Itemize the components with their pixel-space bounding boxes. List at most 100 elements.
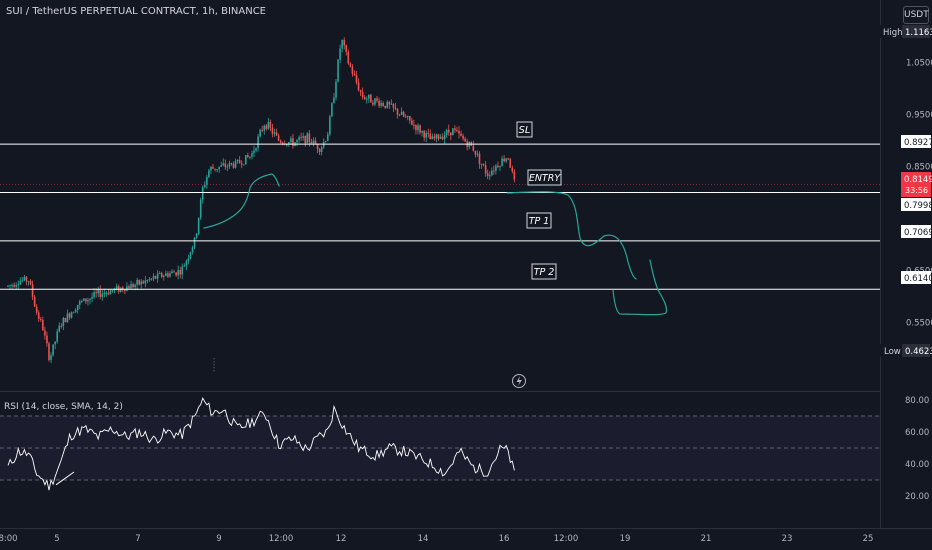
- candle-body: [72, 312, 75, 314]
- entry-annotation[interactable]: ENTRY: [527, 169, 562, 186]
- projection-curve-main: [506, 191, 637, 280]
- candle-body: [240, 163, 243, 165]
- candle-body: [333, 97, 335, 104]
- candle-body: [308, 133, 311, 142]
- candle-body: [74, 310, 77, 313]
- candle-body: [452, 128, 454, 136]
- high-label: High 1.1163: [880, 25, 932, 38]
- candle-body: [396, 108, 399, 115]
- candle-body: [60, 325, 63, 327]
- candle-body: [314, 140, 317, 145]
- candle-body: [429, 133, 432, 140]
- candle-body: [187, 258, 190, 261]
- candle-body: [132, 284, 134, 288]
- candle-body: [236, 160, 239, 162]
- candle-body: [353, 73, 356, 76]
- time-axis[interactable]: 8:00 5 7 9 12:00 12 14 16 12:00 19 21 23 25: [0, 534, 873, 544]
- current-price: 0.8149: [904, 175, 932, 185]
- time-tick: 23: [782, 534, 793, 544]
- candle-body: [218, 166, 220, 170]
- price-tick: 0.5500: [906, 319, 932, 329]
- svg-text:0.7998: 0.7998: [904, 201, 932, 211]
- candle-body: [35, 306, 38, 313]
- candle-body: [505, 158, 507, 162]
- candle-body: [253, 150, 255, 154]
- candle-body: [87, 300, 89, 302]
- time-tick: 14: [418, 534, 429, 544]
- entry-label: ENTRY: [529, 173, 562, 184]
- sl-annotation[interactable]: SL: [516, 121, 533, 138]
- candle-body: [327, 134, 329, 142]
- tp1-annotation[interactable]: TP 1: [526, 212, 552, 229]
- candle-body: [144, 280, 147, 284]
- candle-body: [472, 145, 475, 151]
- candle-body: [392, 103, 395, 108]
- currency-button[interactable]: USDT: [903, 6, 929, 24]
- candle-body: [238, 160, 241, 164]
- candle-body: [277, 135, 280, 141]
- candle-body: [423, 131, 425, 138]
- lightning-icon[interactable]: [512, 374, 526, 388]
- candle-body: [257, 136, 259, 149]
- tp2-annotation[interactable]: TP 2: [531, 263, 557, 280]
- candle-body: [66, 313, 69, 323]
- countdown: 33:56: [905, 186, 928, 195]
- candle-body: [273, 132, 276, 134]
- candlestick-series: [0, 37, 880, 373]
- candle-body: [372, 102, 374, 105]
- candle-body: [128, 286, 130, 289]
- sl-price-label: 0.8927: [901, 135, 932, 148]
- candle-body: [384, 105, 386, 108]
- candle-body: [148, 278, 151, 281]
- rsi-title[interactable]: RSI (14, close, SMA, 14, 2): [4, 402, 123, 412]
- candle-body: [195, 233, 198, 238]
- candle-body: [306, 133, 309, 144]
- candle-body: [265, 125, 268, 129]
- candle-body: [421, 131, 423, 133]
- candle-body: [220, 165, 222, 167]
- candle-body: [181, 266, 184, 275]
- candle-body: [44, 330, 46, 336]
- candle-body: [93, 292, 95, 298]
- candle-body: [50, 355, 52, 361]
- candle-body: [7, 285, 9, 287]
- candle-body: [368, 94, 370, 99]
- candle-body: [425, 133, 427, 138]
- candle-body: [197, 217, 200, 234]
- candle-body: [183, 265, 186, 267]
- candle-body: [443, 135, 446, 140]
- candle-body: [359, 90, 362, 93]
- price-axis-border: [880, 0, 881, 528]
- candle-body: [124, 289, 126, 291]
- candle-body: [136, 279, 138, 285]
- candle-body: [406, 116, 409, 118]
- candle-body: [310, 141, 313, 144]
- candle-body: [78, 301, 81, 305]
- candle-body: [458, 130, 460, 134]
- symbol-title[interactable]: SUI / TetherUS PERPETUAL CONTRACT, 1h, B…: [6, 6, 267, 17]
- candle-body: [150, 278, 153, 280]
- candle-body: [163, 275, 165, 277]
- candle-body: [390, 103, 393, 105]
- candle-body: [76, 304, 79, 311]
- candle-body: [382, 102, 384, 106]
- candle-body: [491, 170, 493, 176]
- tp1-price-label: 0.7069: [901, 225, 932, 238]
- low-tag: Low: [884, 347, 901, 357]
- candle-body: [394, 107, 397, 109]
- candle-body: [499, 166, 501, 168]
- candle-body: [312, 140, 315, 144]
- candle-body: [204, 184, 206, 188]
- candle-body: [503, 158, 505, 162]
- candle-body: [355, 75, 358, 83]
- low-label: Low 0.4623: [880, 344, 932, 357]
- candle-body: [214, 168, 216, 170]
- candle-body: [9, 285, 11, 287]
- candle-body: [247, 155, 249, 158]
- candle-body: [513, 171, 516, 180]
- candle-body: [107, 292, 110, 295]
- candle-body: [411, 120, 413, 125]
